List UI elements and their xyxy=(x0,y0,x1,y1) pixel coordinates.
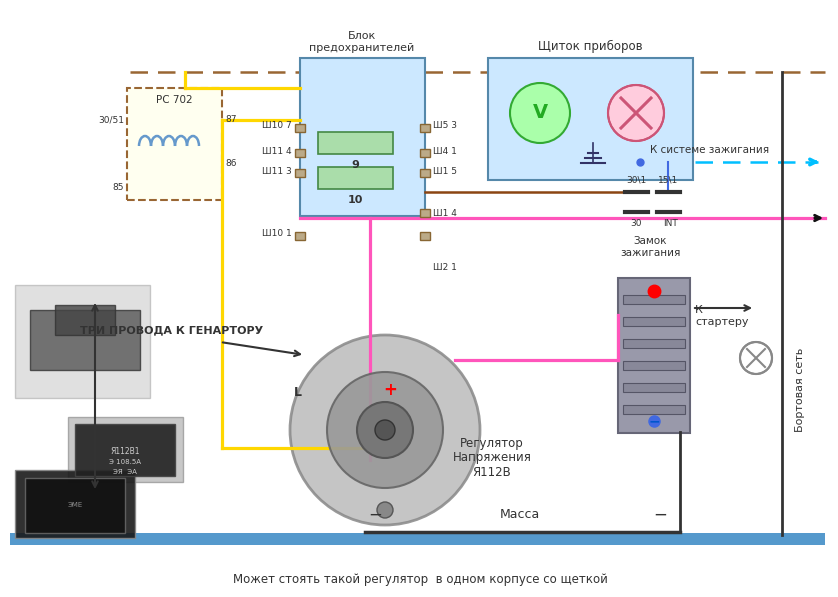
Text: −: − xyxy=(648,414,660,428)
Text: Ш4 1: Ш4 1 xyxy=(433,146,457,155)
Bar xyxy=(10,533,825,545)
Circle shape xyxy=(740,342,772,374)
Bar xyxy=(295,232,305,240)
Bar xyxy=(25,478,125,533)
Text: Ш11 4: Ш11 4 xyxy=(262,146,292,155)
Text: К системе зажигания: К системе зажигания xyxy=(650,145,769,155)
Text: 86: 86 xyxy=(225,158,236,168)
Bar xyxy=(420,124,430,132)
Text: Масса: Масса xyxy=(500,509,541,522)
Text: 10: 10 xyxy=(347,195,363,205)
Text: К
стартеру: К стартеру xyxy=(695,305,748,327)
Bar xyxy=(30,310,140,370)
Circle shape xyxy=(510,83,570,143)
Bar xyxy=(318,167,393,189)
Text: −: − xyxy=(653,506,667,524)
Text: 15\1: 15\1 xyxy=(658,176,678,184)
Circle shape xyxy=(357,402,413,458)
Text: Я112В1: Я112В1 xyxy=(111,448,140,457)
Text: РС 702: РС 702 xyxy=(156,95,192,105)
Bar xyxy=(420,149,430,157)
Circle shape xyxy=(375,420,395,440)
Text: INT: INT xyxy=(663,220,677,229)
Bar xyxy=(420,209,430,217)
Circle shape xyxy=(290,335,480,525)
Text: Бортовая сеть: Бортовая сеть xyxy=(795,348,805,432)
Text: +: + xyxy=(383,381,397,399)
Text: 30\1: 30\1 xyxy=(626,176,646,184)
Text: ЭМЕ: ЭМЕ xyxy=(67,502,83,508)
Bar xyxy=(295,124,305,132)
Bar xyxy=(300,58,425,216)
Text: 30: 30 xyxy=(630,220,642,229)
Text: Э 108.5А: Э 108.5А xyxy=(109,459,141,465)
Bar xyxy=(75,424,175,476)
Text: Ш1 4: Ш1 4 xyxy=(433,208,457,217)
Text: V: V xyxy=(532,103,547,122)
Bar xyxy=(623,405,685,414)
Text: −: − xyxy=(368,506,382,524)
Text: 30/51: 30/51 xyxy=(98,115,124,125)
Bar xyxy=(420,169,430,177)
Text: 9: 9 xyxy=(351,160,359,170)
Text: +: + xyxy=(649,284,661,298)
Text: Блок
предохранителей: Блок предохранителей xyxy=(309,32,415,53)
Bar xyxy=(55,305,115,335)
Text: Может стоять такой регулятор  в одном корпусе со щеткой: Может стоять такой регулятор в одном кор… xyxy=(233,574,608,586)
Bar xyxy=(420,232,430,240)
Text: L: L xyxy=(294,386,302,399)
Bar xyxy=(318,132,393,154)
Text: Ш10 1: Ш10 1 xyxy=(262,229,292,238)
Text: Регулятор
Напряжения
Я112В: Регулятор Напряжения Я112В xyxy=(453,436,531,479)
Bar xyxy=(623,295,685,304)
Text: Ш11 3: Ш11 3 xyxy=(262,167,292,176)
Bar xyxy=(295,149,305,157)
Text: Щиток приборов: Щиток приборов xyxy=(538,40,642,53)
Bar xyxy=(623,383,685,392)
Bar xyxy=(127,88,222,200)
Bar xyxy=(623,339,685,348)
Bar xyxy=(488,58,693,180)
Text: 87: 87 xyxy=(225,115,236,125)
Text: ТРИ ПРОВОДА К ГЕНАРТОРУ: ТРИ ПРОВОДА К ГЕНАРТОРУ xyxy=(80,325,264,335)
Circle shape xyxy=(608,85,664,141)
Circle shape xyxy=(327,372,443,488)
Bar xyxy=(295,169,305,177)
Bar xyxy=(618,278,690,433)
Text: Замок
зажигания: Замок зажигания xyxy=(620,236,680,258)
Text: ЭЯ  ЭА: ЭЯ ЭА xyxy=(113,469,137,475)
Polygon shape xyxy=(15,285,150,398)
Bar xyxy=(15,470,135,538)
Text: Ш1 5: Ш1 5 xyxy=(433,167,457,176)
Text: Ш5 3: Ш5 3 xyxy=(433,122,457,131)
Text: 85: 85 xyxy=(112,183,124,192)
Bar xyxy=(623,361,685,370)
Bar xyxy=(623,317,685,326)
Text: Ш2 1: Ш2 1 xyxy=(433,263,457,272)
Circle shape xyxy=(377,502,393,518)
Text: Ш10 7: Ш10 7 xyxy=(262,122,292,131)
Bar xyxy=(68,417,183,482)
